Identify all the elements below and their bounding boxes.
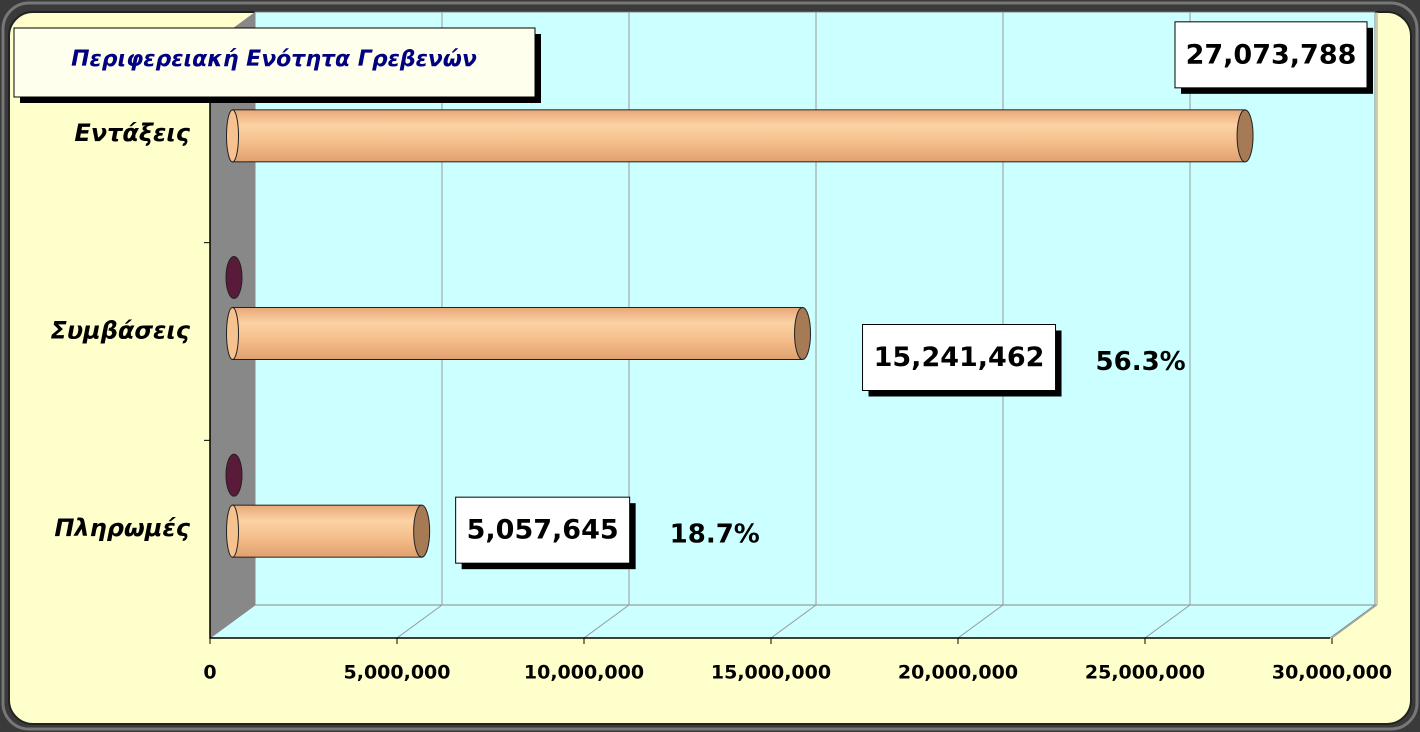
x-tick-label: 10,000,000 — [524, 662, 644, 684]
value-label: 15,241,462 — [874, 342, 1045, 373]
floor-grid-line — [583, 604, 630, 639]
bar-cap — [794, 307, 812, 360]
bar-cap — [1236, 109, 1254, 163]
floor-grid-line — [1331, 604, 1378, 639]
value-label-box — [862, 324, 1057, 391]
value-label-box — [1174, 21, 1368, 89]
floor — [208, 604, 1377, 639]
x-tick-label: 25,000,000 — [1085, 662, 1205, 684]
bar — [232, 307, 804, 360]
y-tick-label: Εντάξεις — [74, 119, 190, 147]
percent-label: 56.3% — [1096, 347, 1186, 377]
value-label: 27,073,788 — [1186, 39, 1357, 70]
x-tick-label: 0 — [203, 662, 216, 684]
percent-label: 18.7% — [670, 520, 760, 550]
floor-grid-line — [770, 604, 817, 639]
chart-title: Περιφερειακή Ενότητα Γρεβενών — [71, 47, 477, 72]
floor-grid-line — [1144, 604, 1191, 639]
value-label: 5,057,645 — [467, 515, 619, 546]
y-tick-label: Πληρωμές — [54, 514, 190, 542]
bar-start — [226, 307, 239, 360]
x-tick-label: 15,000,000 — [711, 662, 831, 684]
bar — [232, 504, 423, 558]
bar — [232, 109, 1246, 163]
x-tick-label: 20,000,000 — [898, 662, 1018, 684]
zero-mark — [225, 256, 243, 299]
floor-grid-line — [957, 604, 1004, 639]
x-tick-label: 5,000,000 — [344, 662, 451, 684]
marks — [225, 109, 1254, 558]
y-tick-label: Συμβάσεις — [50, 317, 190, 345]
value-label-box — [455, 496, 631, 564]
bar-cap — [413, 504, 431, 558]
floor-grid-line — [396, 604, 443, 639]
zero-mark — [225, 453, 243, 497]
title-box — [13, 27, 536, 98]
bar-start — [226, 504, 239, 558]
x-tick-label: 30,000,000 — [1272, 662, 1392, 684]
bar-start — [226, 109, 239, 163]
